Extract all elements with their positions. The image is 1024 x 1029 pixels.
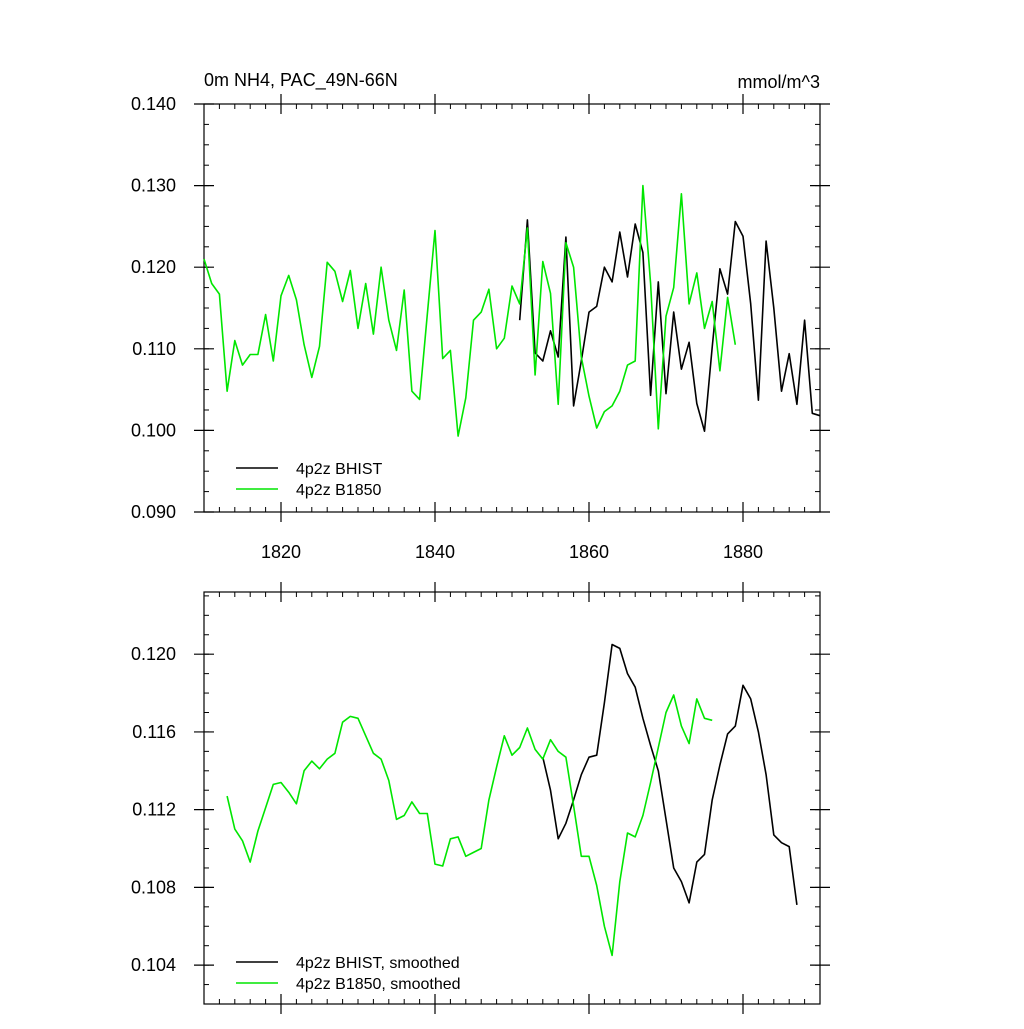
- y-tick-label: 0.140: [131, 94, 176, 114]
- y-tick-label: 0.110: [132, 339, 176, 359]
- plot-frame: [203, 591, 821, 1005]
- y-tick-label: 0.108: [131, 877, 176, 897]
- y-tick-label: 0.120: [131, 257, 176, 277]
- x-tick-label: 1860: [569, 542, 609, 562]
- chart-title: 0m NH4, PAC_49N-66N: [204, 70, 398, 91]
- y-tick-label: 0.116: [132, 722, 176, 742]
- units-label: mmol/m^3: [738, 72, 820, 92]
- legend-label: 4p2z B1850, smoothed: [296, 976, 461, 993]
- series-line-b1850: [203, 184, 737, 437]
- bottom-panel: 0.104 0.108 0.112 0.116 0.120 4p2z BHIST, smo…: [131, 582, 830, 1014]
- y-tick-label: 0.100: [131, 420, 176, 440]
- y-tick-label: 0.104: [131, 955, 176, 975]
- plot-frame: [203, 103, 821, 513]
- legend-label: 4p2z BHIST: [296, 461, 382, 478]
- x-tick-label: 1840: [415, 542, 455, 562]
- x-tick-label: 1880: [723, 542, 763, 562]
- y-tick-label: 0.120: [131, 644, 176, 664]
- top-panel: 0.090 0.100 0.110 0.120 0.130 0.140 1820 1840 18…: [131, 70, 830, 562]
- legend-label: 4p2z B1850: [296, 482, 382, 499]
- series-line-bhist: [518, 219, 821, 433]
- series-line-b1850: [226, 694, 713, 957]
- x-tick-label: 1820: [261, 542, 301, 562]
- y-tick-label: 0.130: [131, 176, 176, 196]
- series-line-bhist: [542, 643, 798, 906]
- y-tick-label: 0.112: [132, 800, 176, 820]
- legend-label: 4p2z BHIST, smoothed: [296, 955, 460, 972]
- y-tick-label: 0.090: [131, 502, 176, 522]
